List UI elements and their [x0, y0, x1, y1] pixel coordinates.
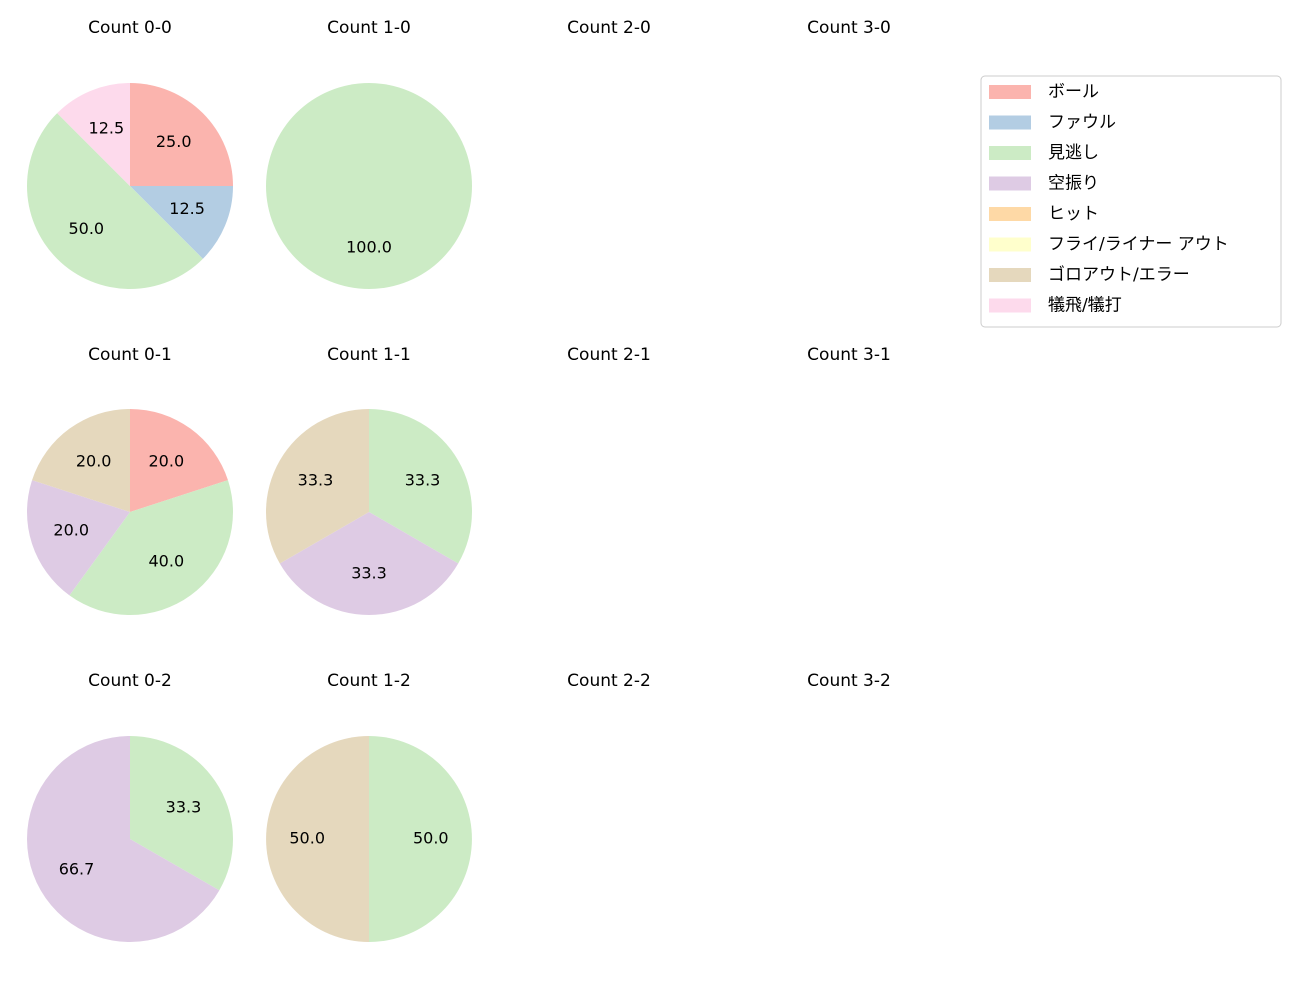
pie-slice	[266, 83, 472, 289]
legend-label: フライ/ライナー アウト	[1048, 235, 1229, 255]
pie-slice	[130, 409, 228, 512]
chart-title: Count 0-1	[88, 345, 172, 365]
chart-title: Count 0-0	[88, 18, 172, 38]
chart-title: Count 3-0	[807, 18, 891, 38]
pie-slice	[369, 736, 472, 942]
legend-label: ボール	[1048, 82, 1099, 102]
legend-swatch	[989, 146, 1031, 160]
chart-title: Count 2-0	[567, 18, 651, 38]
slice-label: 33.3	[351, 563, 387, 582]
chart-title: Count 1-2	[327, 671, 411, 691]
chart-title: Count 2-1	[567, 345, 651, 365]
slice-label: 50.0	[68, 219, 104, 238]
pie-slice	[69, 480, 233, 615]
legend-swatch	[989, 268, 1031, 282]
legend-swatch	[989, 237, 1031, 252]
slice-label: 25.0	[156, 132, 192, 151]
slice-label: 33.3	[405, 471, 441, 490]
chart-title: Count 0-2	[88, 671, 172, 691]
legend-label: 見逃し	[1048, 143, 1099, 163]
chart-title: Count 1-1	[327, 345, 411, 365]
legend-label: ファウル	[1048, 113, 1116, 133]
legend-swatch	[989, 85, 1031, 99]
legend-label: 空振り	[1048, 174, 1099, 194]
legend-box	[980, 75, 1282, 328]
slice-label: 33.3	[298, 471, 334, 490]
legend-label: 犠飛/犠打	[1048, 296, 1122, 316]
pie-slice	[130, 186, 233, 259]
chart-title: Count 3-1	[807, 345, 891, 365]
slice-label: 100.0	[346, 237, 392, 256]
slice-label: 50.0	[413, 829, 449, 848]
chart-title: Count 2-2	[567, 671, 651, 691]
slice-label: 66.7	[59, 859, 95, 878]
slice-label: 50.0	[289, 829, 325, 848]
legend-label: ゴロアウト/エラー	[1048, 264, 1190, 285]
slice-label: 40.0	[149, 551, 185, 570]
legend-swatch	[989, 176, 1031, 191]
slice-label: 33.3	[166, 798, 202, 817]
pie-slice	[369, 409, 472, 564]
slice-label: 12.5	[89, 118, 125, 137]
pie-slice	[26, 736, 220, 943]
slice-label: 12.5	[169, 199, 205, 218]
slice-label: 20.0	[149, 452, 185, 471]
chart-title: Count 3-2	[807, 671, 891, 691]
pie-slice	[27, 113, 203, 289]
slice-label: 20.0	[53, 521, 89, 540]
pie-slice	[266, 736, 369, 942]
pie-slice	[27, 480, 130, 596]
pie-slice	[266, 409, 369, 564]
legend-swatch	[989, 207, 1031, 221]
pie-slice	[57, 83, 131, 186]
chart-title: Count 1-0	[327, 18, 411, 38]
pie-slice	[130, 736, 233, 891]
legend-label: ヒット	[1048, 204, 1099, 224]
pie-slice	[32, 409, 130, 512]
slice-label: 20.0	[76, 452, 112, 471]
legend-swatch	[989, 115, 1031, 130]
pie-slice	[130, 83, 233, 186]
legend-swatch	[989, 298, 1031, 313]
